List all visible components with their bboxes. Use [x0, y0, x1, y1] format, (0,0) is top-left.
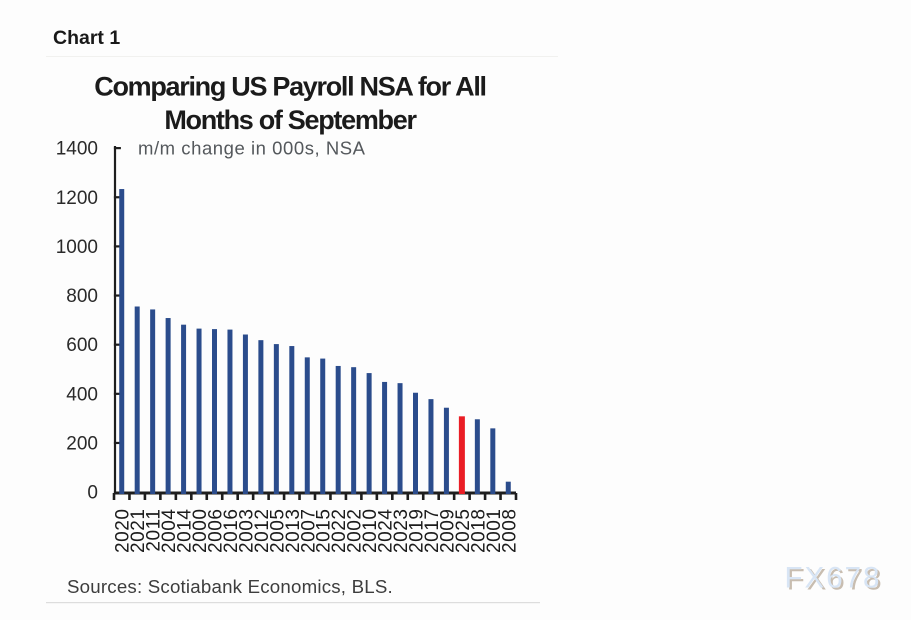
svg-text:0: 0 — [87, 483, 98, 504]
svg-text:1200: 1200 — [56, 188, 98, 209]
svg-text:Chart 1: Chart 1 — [53, 27, 120, 49]
svg-text:600: 600 — [66, 335, 98, 356]
svg-text:2017: 2017 — [422, 509, 443, 553]
svg-text:Comparing US Payroll NSA for A: Comparing US Payroll NSA for All — [94, 72, 485, 102]
svg-text:2025: 2025 — [453, 509, 474, 553]
svg-text:2000: 2000 — [190, 509, 211, 553]
svg-text:2006: 2006 — [206, 509, 227, 553]
svg-text:FX678: FX678 — [785, 562, 882, 595]
svg-text:2009: 2009 — [437, 509, 458, 553]
svg-text:2002: 2002 — [345, 509, 366, 553]
svg-text:200: 200 — [66, 433, 98, 454]
svg-text:FX678: FX678 — [787, 564, 884, 597]
svg-text:m/m change in 000s, NSA: m/m change in 000s, NSA — [138, 138, 366, 159]
svg-text:Months of September: Months of September — [164, 105, 417, 135]
svg-text:2008: 2008 — [499, 509, 520, 553]
svg-text:2004: 2004 — [159, 509, 180, 553]
svg-text:2016: 2016 — [221, 509, 242, 553]
svg-text:2021: 2021 — [128, 509, 149, 553]
svg-text:400: 400 — [66, 384, 98, 405]
svg-text:1000: 1000 — [56, 237, 98, 258]
svg-text:2022: 2022 — [329, 509, 350, 553]
svg-text:2020: 2020 — [113, 509, 134, 553]
svg-text:2003: 2003 — [236, 509, 257, 553]
svg-text:2019: 2019 — [407, 509, 428, 553]
svg-text:2023: 2023 — [391, 509, 412, 553]
svg-text:Sources: Scotiabank Economics,: Sources: Scotiabank Economics, BLS. — [67, 576, 393, 597]
svg-text:800: 800 — [66, 286, 98, 307]
svg-text:2011: 2011 — [144, 509, 165, 552]
svg-text:2007: 2007 — [298, 509, 319, 553]
svg-text:1400: 1400 — [56, 139, 98, 160]
svg-text:2012: 2012 — [252, 509, 273, 553]
svg-text:2005: 2005 — [267, 509, 288, 553]
svg-text:2018: 2018 — [468, 508, 489, 552]
svg-text:2015: 2015 — [314, 509, 335, 553]
svg-text:2024: 2024 — [376, 509, 397, 553]
svg-text:2013: 2013 — [283, 509, 304, 553]
svg-text:2014: 2014 — [175, 509, 196, 553]
svg-text:2010: 2010 — [360, 509, 381, 553]
svg-text:2001: 2001 — [484, 509, 505, 553]
